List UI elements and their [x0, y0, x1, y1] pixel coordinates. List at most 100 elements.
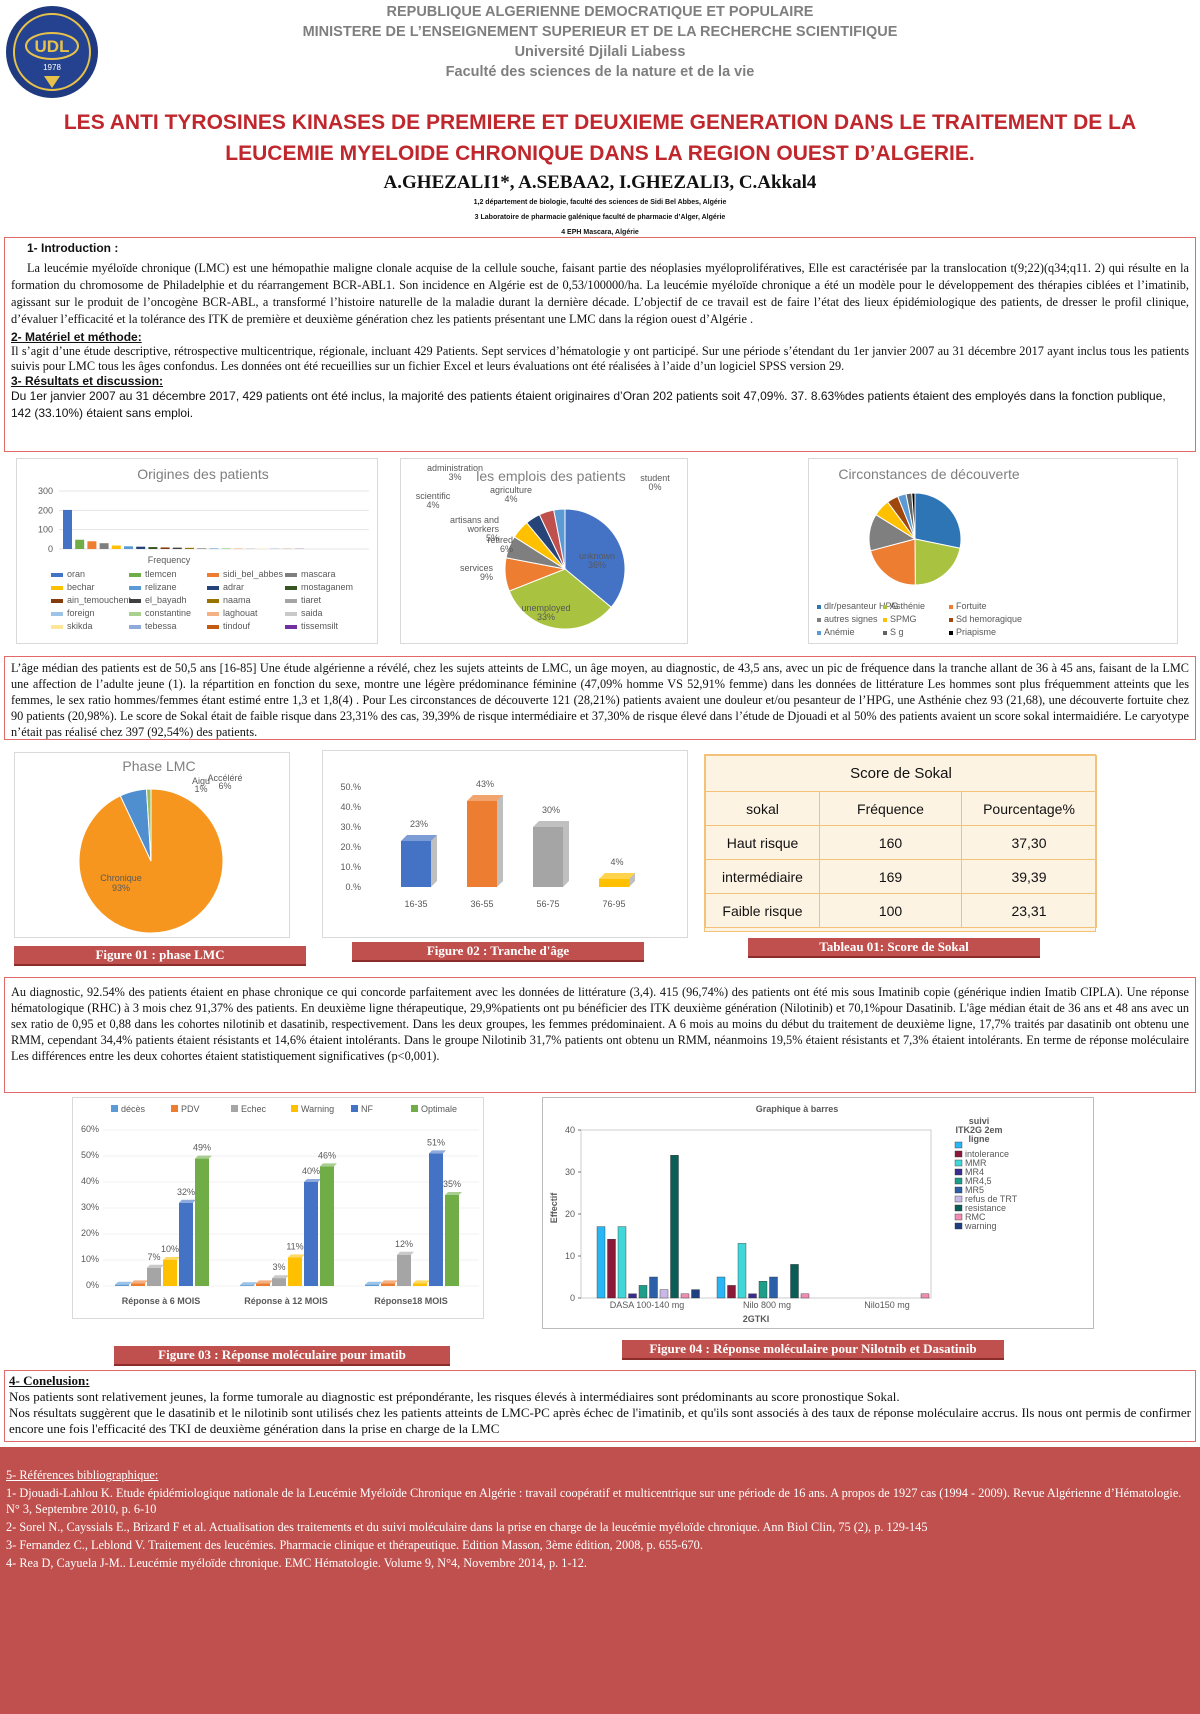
legend-swatch — [129, 573, 141, 577]
bar-top — [147, 1264, 164, 1268]
legend-label: tebessa — [145, 621, 177, 631]
authors: A.GHEZALI1*, A.SEBAA2, I.GHEZALI3, C.Akk… — [383, 172, 817, 193]
chart-emplois: les emplois des patients unknown 36% unempl… — [400, 458, 688, 644]
y-tick-label: 40.% — [340, 802, 361, 812]
legend-swatch — [231, 1105, 238, 1112]
legend-label: adrar — [223, 582, 244, 592]
intro-section: 1- Introduction : La leucémie myéloïde c… — [4, 237, 1196, 452]
sokal-header-pourcentage: Pourcentage% — [961, 791, 1097, 826]
bar — [221, 548, 231, 549]
bar-top — [381, 1280, 398, 1284]
bar — [649, 1276, 658, 1299]
methods-text: Il s’agit d’une étude descriptive, rétro… — [11, 344, 1189, 373]
legend-swatch — [51, 586, 63, 590]
chart-origines: Origines des patients 0 100 200 300 Frequency… — [16, 458, 378, 644]
x-tick-label: Réponse18 MOIS — [374, 1296, 448, 1306]
legend-label: Echec — [241, 1104, 267, 1114]
bar — [445, 1195, 459, 1286]
y-tick-label: 300 — [38, 486, 53, 496]
data-label: 35% — [443, 1179, 461, 1189]
legend-label: Sd hemoragique — [956, 614, 1022, 624]
bar-top — [320, 1163, 337, 1167]
data-label: 11% — [286, 1241, 303, 1251]
bar — [533, 827, 563, 887]
references-section: 5- Références bibliographique: 1- Djouad… — [0, 1447, 1200, 1714]
legend-swatch — [817, 605, 821, 609]
bar — [607, 1238, 616, 1299]
bar — [365, 1284, 379, 1286]
figure-03-caption: Figure 03 : Réponse moléculaire pour ima… — [114, 1346, 450, 1366]
chart-title: Circonstances de découverte — [838, 466, 1020, 482]
legend-label: décès — [121, 1104, 146, 1114]
header-line-2: MINISTERE DE L’ENSEIGNEMENT SUPERIEUR ET… — [302, 24, 898, 40]
bar — [920, 1293, 930, 1299]
chart-title: les emplois des patients — [476, 468, 625, 484]
bar — [680, 1293, 690, 1299]
legend-swatch — [949, 618, 953, 622]
bar — [87, 541, 97, 549]
bar — [429, 1153, 443, 1286]
legend-swatch — [411, 1105, 418, 1112]
slice-label: Aigu — [192, 776, 210, 786]
legend-label: S g — [890, 627, 904, 637]
legend-swatch — [954, 1222, 963, 1230]
pie-slice — [911, 492, 916, 540]
pie-slice — [914, 538, 961, 586]
x-tick-label: Nilo 800 mg — [743, 1300, 791, 1310]
data-label: 32% — [177, 1187, 195, 1197]
tableau-01-caption: Tableau 01: Score de Sokal — [748, 938, 1040, 958]
legend-swatch — [111, 1105, 118, 1112]
bar — [769, 1276, 778, 1299]
bar — [467, 801, 497, 887]
bar-side — [497, 795, 503, 887]
y-tick-label: 50.% — [340, 782, 361, 792]
bar — [596, 1226, 606, 1299]
legend-swatch — [207, 599, 219, 603]
reference-item: 3- Fernandez C., Leblond V. Traitement d… — [6, 1538, 703, 1552]
legend-swatch — [129, 612, 141, 616]
legend-label: mascara — [301, 569, 336, 579]
x-tick-label: Réponse à 12 MOIS — [244, 1296, 328, 1306]
logo-text: UDL — [35, 37, 70, 56]
slice-value: 93% — [112, 883, 130, 893]
legend-label: tissemsilt — [301, 621, 339, 631]
bar — [195, 1158, 209, 1286]
chart-title: Phase LMC — [122, 758, 195, 774]
legend-swatch — [954, 1159, 963, 1167]
legend-swatch — [129, 599, 141, 603]
reference-item: 2- Sorel N., Cayssials E., Brizard F et … — [6, 1520, 928, 1534]
slice-label: Accéléré — [207, 773, 242, 783]
legend-swatch — [285, 586, 297, 590]
legend-swatch — [954, 1141, 963, 1149]
slice-value: 4% — [504, 494, 517, 504]
x-tick-label: 76-95 — [602, 899, 625, 909]
data-label: 3% — [272, 1262, 285, 1272]
results-text: Du 1er janvier 2007 au 31 décembre 2017,… — [11, 389, 1166, 420]
y-tick-label: 40 — [565, 1125, 575, 1135]
legend-swatch — [285, 612, 297, 616]
legend-label: skikda — [67, 621, 93, 631]
bar — [748, 1293, 757, 1299]
affiliation-2: 3 Laboratoire de pharmacie galénique fac… — [474, 214, 726, 221]
legend-swatch — [883, 605, 887, 609]
legend-swatch — [949, 631, 953, 635]
legend-swatch — [954, 1168, 963, 1176]
bar-top — [131, 1280, 148, 1284]
chart-phase-lmc: Phase LMC Chronique 93% Accéléré 6% Aigu 1% — [14, 752, 290, 938]
bar — [209, 548, 219, 549]
legend-swatch — [129, 586, 141, 590]
y-tick-label: 0 — [48, 544, 53, 554]
table-row: Faible risque 100 23,31 — [705, 893, 1097, 928]
legend-label: relizane — [145, 582, 177, 592]
legend-swatch — [954, 1177, 963, 1185]
slice-value: 6% — [218, 781, 231, 791]
table-row: intermédiaire 169 39,39 — [705, 859, 1097, 894]
legend-label: Asthénie — [890, 601, 925, 611]
legend-label: RMC — [965, 1212, 986, 1222]
slice-value: 5% — [486, 533, 499, 543]
y-tick-label: 0% — [86, 1280, 99, 1290]
bar — [790, 1264, 799, 1299]
table-row: Haut risque 160 37,30 — [705, 825, 1097, 860]
slice-value: 0% — [648, 482, 661, 492]
legend-swatch — [51, 612, 63, 616]
